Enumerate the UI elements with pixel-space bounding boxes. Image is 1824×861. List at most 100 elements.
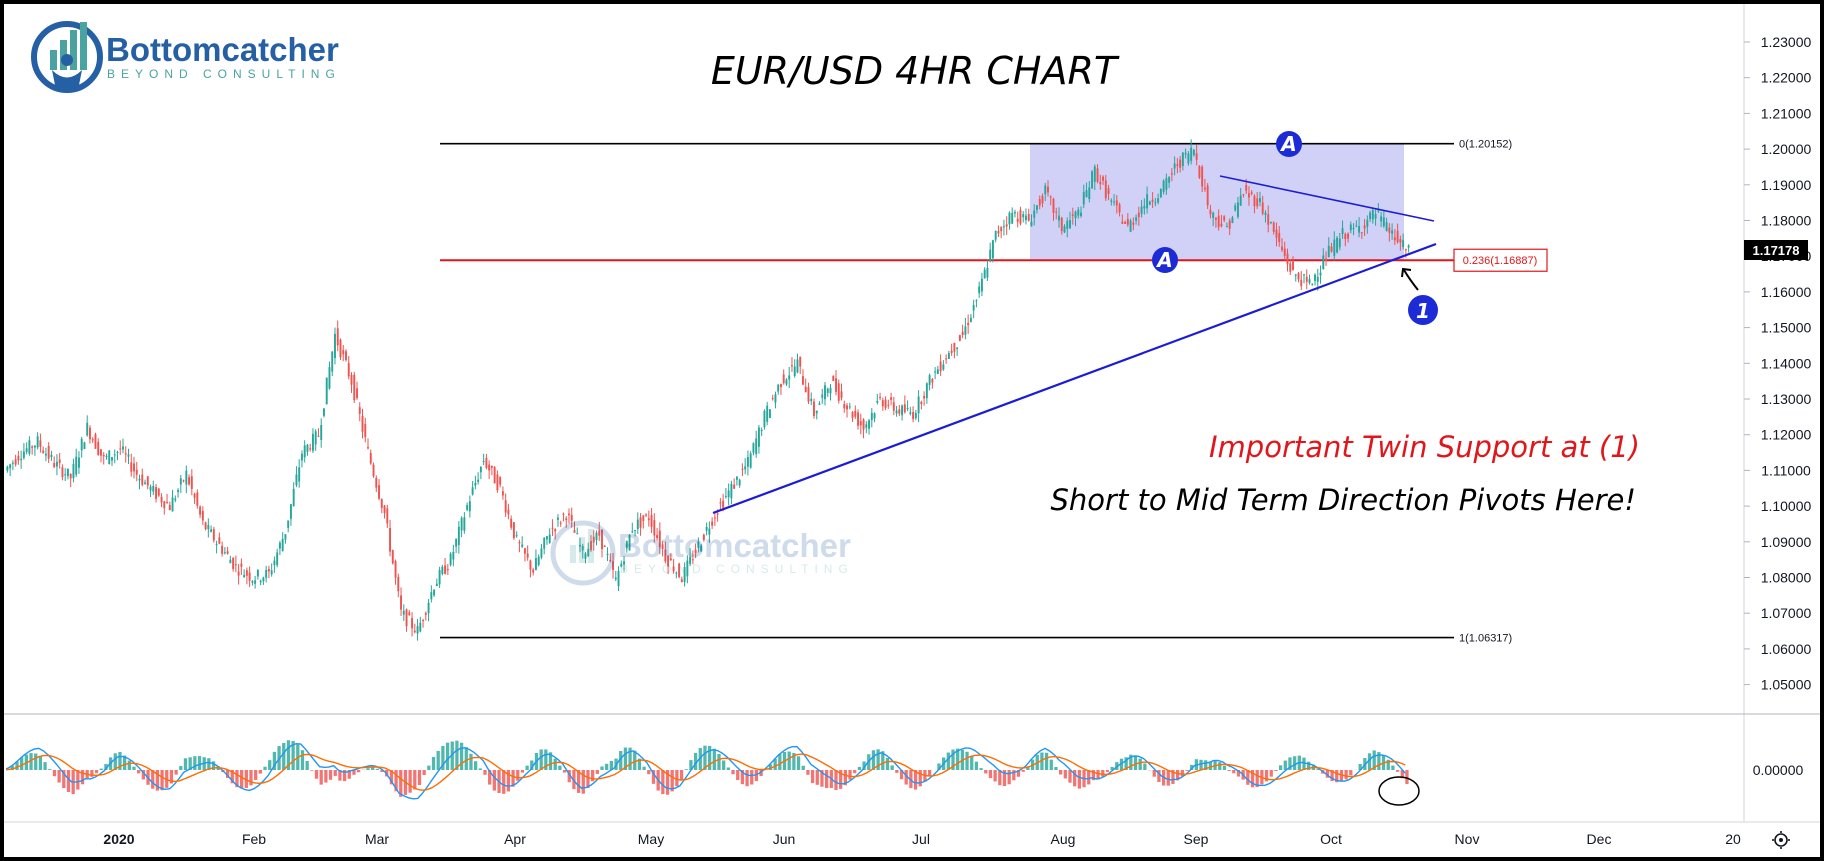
candle-body <box>72 463 75 479</box>
macd-bar <box>1386 759 1390 770</box>
macd-bar <box>647 770 651 775</box>
candle-body <box>83 442 86 449</box>
candle-body <box>1165 178 1168 190</box>
candle-body <box>540 548 543 558</box>
candle-body <box>375 477 378 488</box>
candle-body <box>782 374 785 384</box>
macd-bar <box>300 750 305 770</box>
candle-body <box>636 519 639 529</box>
macd-bar <box>1105 770 1110 772</box>
candle-body <box>1203 187 1206 190</box>
candle-body <box>865 424 868 428</box>
candle-body <box>1011 212 1014 224</box>
macd-bar <box>586 770 590 788</box>
macd-bar <box>1049 759 1053 770</box>
candle-body <box>361 415 364 432</box>
candle-body <box>1399 239 1402 243</box>
candle-body <box>669 558 672 561</box>
candle-body <box>58 459 61 463</box>
candle-body <box>1082 192 1085 205</box>
candle-body <box>1228 220 1231 229</box>
candle-body <box>416 626 419 634</box>
candle-body <box>1124 221 1127 224</box>
candle-body <box>372 464 375 477</box>
candle-body <box>1371 209 1374 220</box>
candle-body <box>625 541 628 549</box>
candle-body <box>100 449 102 456</box>
candle-body <box>824 385 826 400</box>
candle-body <box>196 492 199 506</box>
candle-body <box>485 457 488 468</box>
candle-body <box>328 367 331 389</box>
settings-icon[interactable] <box>1772 831 1790 849</box>
candle-body <box>493 467 496 484</box>
macd-bar <box>132 766 136 770</box>
candle-body <box>793 366 796 377</box>
price-series <box>6 139 1410 641</box>
candle-body <box>1181 152 1184 167</box>
candle-body <box>1016 218 1019 222</box>
macd-bar <box>90 770 94 777</box>
candle-body <box>298 467 301 482</box>
candle-body <box>895 410 898 414</box>
candle-body <box>848 406 851 408</box>
macd-bar <box>768 764 773 770</box>
candle-body <box>1388 227 1391 233</box>
candle-body <box>719 502 722 504</box>
candle-body <box>146 476 149 486</box>
macd-bar <box>286 740 291 770</box>
macd-bar <box>1293 756 1297 770</box>
candle-body <box>989 249 992 262</box>
candle-body <box>1058 215 1060 221</box>
macd-bar <box>328 770 333 780</box>
candle-body <box>1074 211 1077 219</box>
candle-body <box>1360 232 1363 234</box>
candle-body <box>656 535 659 539</box>
candle-body <box>1391 230 1394 234</box>
macd-bar <box>422 770 426 776</box>
macd-bar <box>474 761 478 770</box>
candle-body <box>1008 212 1011 225</box>
candle-body <box>983 269 986 279</box>
macd-bar <box>211 761 216 770</box>
candle-body <box>452 551 455 560</box>
macd-bar <box>796 756 801 770</box>
candle-body <box>1157 198 1160 203</box>
macd-bar <box>1068 770 1072 783</box>
candle-body <box>892 402 895 411</box>
macd-bar <box>469 753 473 770</box>
candle-body <box>980 278 983 292</box>
candle-body <box>1380 216 1383 222</box>
candle-body <box>557 517 559 520</box>
candle-body <box>163 501 166 509</box>
macd-bar <box>258 770 262 774</box>
macd-bar <box>1044 752 1049 770</box>
candle-body <box>317 435 320 437</box>
candle-body <box>1272 222 1275 232</box>
candle-body <box>821 394 824 398</box>
macd-bar <box>1138 758 1142 770</box>
candle-body <box>1002 226 1005 228</box>
watermark-name: Bottomcatcher <box>618 527 851 564</box>
candle-body <box>75 456 78 475</box>
price-tick-label: 1.21000 <box>1761 105 1812 121</box>
candle-body <box>1281 246 1283 250</box>
macd-bar <box>801 765 805 770</box>
pivot-annotation: Short to Mid Term Direction Pivots Here! <box>1051 483 1637 517</box>
macd-bar <box>305 761 309 770</box>
candle-body <box>1022 214 1025 218</box>
candle-body <box>378 485 380 499</box>
candle-body <box>1283 248 1286 256</box>
candle-body <box>1300 279 1303 287</box>
candle-body <box>490 465 493 468</box>
candle-body <box>1038 199 1041 206</box>
candle-body <box>108 450 111 464</box>
price-tick-label: 1.15000 <box>1761 320 1812 336</box>
macd-bar <box>562 770 567 773</box>
time-axis[interactable]: 2020 Feb Mar Apr May Jun Jul Aug Sep Oct Nov Dec 20 <box>103 831 1741 847</box>
candle-body <box>881 400 884 407</box>
macd-bar <box>29 753 33 770</box>
macd-bar <box>567 770 571 783</box>
candle-body <box>595 532 598 541</box>
candle-body <box>1212 212 1215 219</box>
